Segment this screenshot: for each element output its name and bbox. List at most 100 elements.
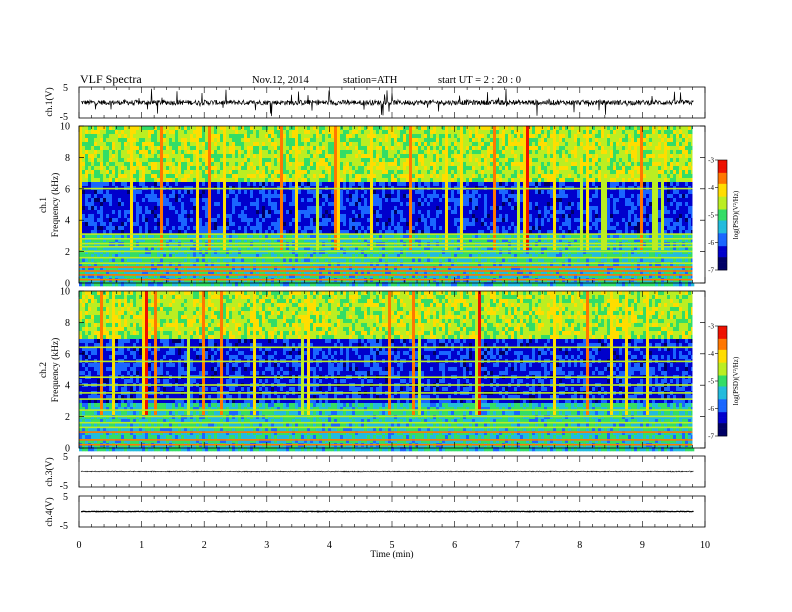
- spectrogram-cell: [106, 210, 110, 215]
- spectrogram-cell: [349, 206, 353, 211]
- spectrogram-cell: [133, 254, 137, 259]
- spectrogram-cell: [304, 126, 308, 131]
- spectrogram-cell: [97, 158, 101, 163]
- spectrogram-cell: [325, 194, 329, 199]
- spectrogram-cell: [289, 238, 293, 243]
- spectrogram-cell: [427, 270, 431, 275]
- spectrogram-cell: [304, 170, 308, 175]
- spectrogram-cell: [313, 202, 317, 207]
- spectrogram-cell: [178, 198, 182, 203]
- spectrogram-cell: [445, 170, 449, 175]
- spectrogram-cell: [214, 258, 218, 263]
- spectrogram-cell: [106, 166, 110, 171]
- spectrogram-cell: [274, 214, 278, 219]
- spectrogram-cell: [442, 282, 446, 287]
- spectrogram-cell: [109, 134, 113, 139]
- spectrogram-cell: [325, 238, 329, 243]
- spectrogram-cell: [334, 182, 338, 187]
- spectrogram-cell: [388, 230, 392, 235]
- spectrogram-cell: [223, 198, 227, 203]
- spectrogram-cell: [97, 146, 101, 151]
- spectrogram-cell: [388, 134, 392, 139]
- spectrogram-cell: [403, 258, 407, 263]
- spectrogram-cell: [250, 206, 254, 211]
- spectrogram-cell: [313, 158, 317, 163]
- spectrogram-cell: [400, 130, 404, 135]
- spectrogram-cell: [310, 134, 314, 139]
- spectrogram-cell: [451, 182, 455, 187]
- spectrogram-cell: [223, 246, 227, 251]
- spectrogram-cell: [193, 274, 197, 279]
- spectrogram-cell: [205, 282, 209, 287]
- spectrogram-cell: [241, 218, 245, 223]
- spectrogram-cell: [247, 198, 251, 203]
- spectrogram-cell: [124, 210, 128, 215]
- spectrogram-cell: [106, 142, 110, 147]
- spectrogram-cell: [259, 154, 263, 159]
- spectrogram-cell: [406, 126, 410, 131]
- spectrogram-cell: [370, 238, 374, 243]
- spectrogram-cell: [211, 218, 215, 223]
- spectrogram-cell: [415, 166, 419, 171]
- spectrogram-cell: [286, 254, 290, 259]
- spectrogram-cell: [343, 266, 347, 271]
- spectrogram-cell: [370, 150, 374, 155]
- spectrogram-cell: [145, 214, 149, 219]
- spectrogram-cell: [277, 214, 281, 219]
- spectrogram-cell: [109, 166, 113, 171]
- spectrogram-cell: [358, 162, 362, 167]
- spectrogram-cell: [193, 146, 197, 151]
- spectrogram-cell: [91, 142, 95, 147]
- spectrogram-cell: [130, 222, 134, 227]
- spectrogram-cell: [385, 166, 389, 171]
- spectrogram-cell: [79, 214, 83, 219]
- spectrogram-cell: [199, 162, 203, 167]
- spectrogram-cell: [394, 166, 398, 171]
- spectrogram-cell: [202, 142, 206, 147]
- spectrogram-cell: [106, 138, 110, 143]
- spectrogram-cell: [175, 222, 179, 227]
- spectrogram-cell: [277, 246, 281, 251]
- spectrogram-cell: [244, 206, 248, 211]
- spectrogram-cell: [382, 150, 386, 155]
- spectrogram-cell: [109, 138, 113, 143]
- spectrogram-cell: [352, 270, 356, 275]
- spectrogram-cell: [106, 198, 110, 203]
- spectrogram-cell: [205, 238, 209, 243]
- spectrogram-cell: [184, 174, 188, 179]
- spectrogram-cell: [253, 230, 257, 235]
- spectrogram-cell: [124, 198, 128, 203]
- spectrogram-cell: [121, 214, 125, 219]
- spectrogram-cell: [199, 258, 203, 263]
- spectrogram-cell: [163, 194, 167, 199]
- spectrogram-cell: [337, 218, 341, 223]
- spectrogram-cell: [172, 270, 176, 275]
- spectrogram-cell: [268, 126, 272, 131]
- spectrogram-cell: [247, 134, 251, 139]
- spectrogram-cell: [364, 230, 368, 235]
- spectrogram-cell: [166, 138, 170, 143]
- spectrogram-cell: [115, 282, 119, 287]
- spectrogram-cell: [277, 254, 281, 259]
- spectrogram-cell: [439, 146, 443, 151]
- spectrogram-cell: [85, 194, 89, 199]
- spectrogram-cell: [100, 190, 104, 195]
- spectrogram-cell: [202, 226, 206, 231]
- spectrogram-cell: [178, 150, 182, 155]
- spectrogram-cell: [277, 150, 281, 155]
- spectrogram-cell: [310, 202, 314, 207]
- spectrogram-cell: [253, 170, 257, 175]
- spectrogram-cell: [394, 170, 398, 175]
- spectrogram-cell: [271, 274, 275, 279]
- spectrogram-cell: [121, 162, 125, 167]
- spectrogram-cell: [115, 274, 119, 279]
- spectrogram-cell: [175, 146, 179, 151]
- spectrogram-cell: [184, 130, 188, 135]
- spectrogram-cell: [445, 270, 449, 275]
- spectrogram-cell: [280, 166, 284, 171]
- spectrogram-cell: [226, 166, 230, 171]
- spectrogram-cell: [265, 138, 269, 143]
- spectrogram-cell: [79, 262, 83, 267]
- spectrogram-cell: [121, 234, 125, 239]
- spectrogram-cell: [268, 254, 272, 259]
